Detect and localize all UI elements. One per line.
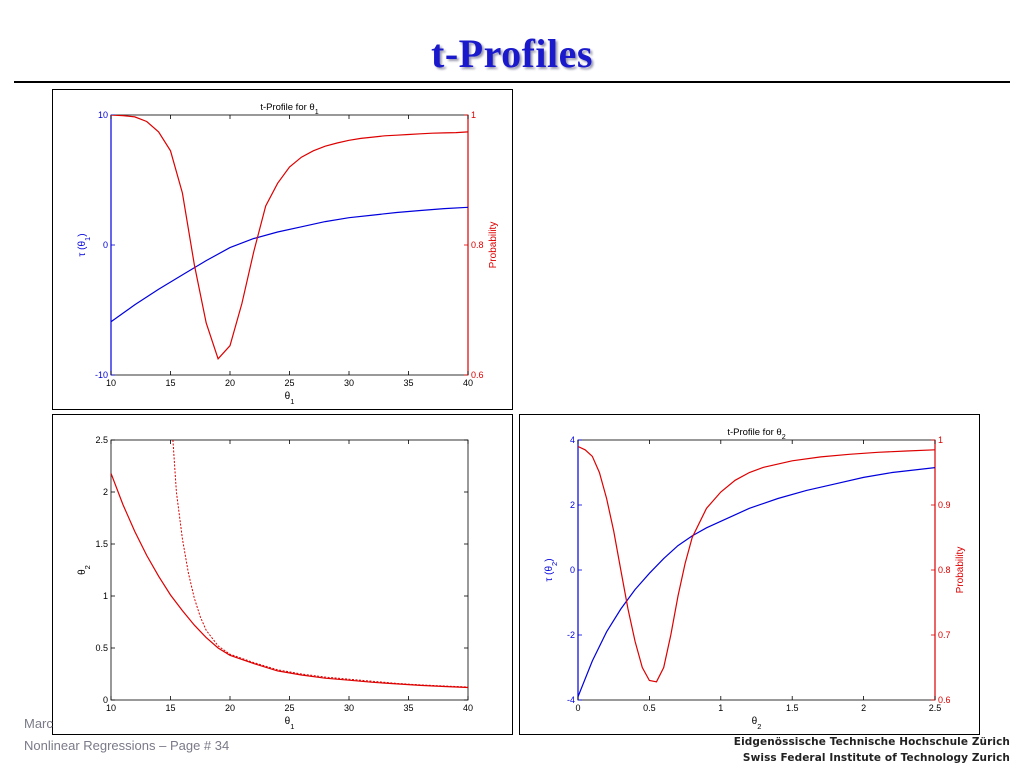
y-tick-label-left: 2.5 — [95, 435, 108, 445]
x-tick-label: 30 — [344, 703, 354, 713]
x-tick-label: 40 — [463, 378, 473, 388]
x-tick-label: 15 — [165, 378, 175, 388]
y-axis-label-right: Probability — [488, 222, 499, 269]
chart-theta1-theta2: 10 15 20 25 30 35 40 0 0.5 1 1.5 2 2.5 θ1 θ2 — [52, 414, 513, 735]
chart-title: t-Profile for θ2 — [727, 427, 785, 441]
y-tick-label-right: 1 — [938, 435, 943, 445]
x-tick-label: 2.5 — [929, 703, 942, 713]
x-tick-label: 1.5 — [786, 703, 799, 713]
x-axis-label: θ1 — [285, 391, 295, 406]
y-tick-label-left: 1.5 — [95, 539, 108, 549]
x-tick-label: 20 — [225, 378, 235, 388]
x-axis-label: θ1 — [285, 716, 295, 731]
x-tick-label: 1 — [718, 703, 723, 713]
x-tick-label: 20 — [225, 703, 235, 713]
plot-frame — [110, 439, 469, 701]
x-tick-label: 30 — [344, 378, 354, 388]
y-tick-label-left: 10 — [98, 110, 108, 120]
chart-title: t-Profile for θ1 — [260, 102, 318, 116]
y-tick-label-right: 0.8 — [938, 565, 951, 575]
y-tick-label-left: 0 — [570, 565, 575, 575]
y-tick-label-left: 0 — [103, 240, 108, 250]
x-tick-label: 0.5 — [643, 703, 656, 713]
tau-curve — [111, 206, 468, 323]
x-tick-label: 10 — [106, 378, 116, 388]
chart-tprofile-theta2-svg: 0 0.5 1 1.5 2 2.5 -4 -2 0 2 4 0.6 0.7 0.8 0.9 1 t-Profil… — [544, 427, 966, 731]
y-tick-label-left: 0 — [103, 695, 108, 705]
title-rule — [14, 81, 1010, 83]
y-tick-label-right: 0.9 — [938, 500, 951, 510]
chart-theta1-theta2-svg: 10 15 20 25 30 35 40 0 0.5 1 1.5 2 2.5 θ1 θ2 — [77, 435, 473, 731]
y-tick-label-left: 1 — [103, 591, 108, 601]
y-axis-label-right: Probability — [955, 547, 966, 594]
x-tick-label: 10 — [106, 703, 116, 713]
x-tick-label: 35 — [403, 378, 413, 388]
x-axis-label: θ2 — [752, 716, 762, 731]
x-tick-label: 15 — [165, 703, 175, 713]
probability-curve — [111, 115, 468, 360]
y-tick-label-left: -4 — [567, 695, 575, 705]
y-tick-label-left: 4 — [570, 435, 575, 445]
y-tick-label-left: 2 — [570, 500, 575, 510]
x-tick-label: 40 — [463, 703, 473, 713]
y-tick-label-right: 1 — [471, 110, 476, 120]
footer-course: Nonlinear Regressions – Page # 34 — [24, 738, 230, 753]
y-tick-label-left: 2 — [103, 487, 108, 497]
profile-trace-dashed — [172, 440, 468, 688]
chart-tprofile-theta2: 0 0.5 1 1.5 2 2.5 -4 -2 0 2 4 0.6 0.7 0.8 0.9 1 t-Profil… — [519, 414, 980, 735]
plot-frame — [110, 114, 469, 376]
x-tick-label: 25 — [284, 378, 294, 388]
y-tick-label-right: 0.6 — [471, 370, 484, 380]
footer-author: Marc — [24, 716, 53, 731]
x-tick-label: 25 — [284, 703, 294, 713]
profile-trace-solid — [111, 473, 468, 689]
probability-curve — [578, 445, 935, 683]
y-axis-label-left: τ (θ2) — [544, 558, 559, 581]
x-tick-label: 2 — [861, 703, 866, 713]
y-tick-label-right: 0.6 — [938, 695, 951, 705]
y-tick-label-right: 0.8 — [471, 240, 484, 250]
y-axis-label-left: θ2 — [77, 565, 92, 575]
institution-line-1: Eidgenössische Technische Hochschule Zür… — [733, 736, 1010, 748]
y-tick-label-left: 0.5 — [95, 643, 108, 653]
x-tick-label: 35 — [403, 703, 413, 713]
tau-curve — [578, 467, 935, 698]
chart-tprofile-theta1-svg: 10 15 20 25 30 35 40 -10 0 10 0.6 0.8 1 t-Profile for… — [77, 102, 499, 406]
y-tick-label-left: -10 — [95, 370, 108, 380]
y-axis-label-left: τ (θ1) — [77, 233, 92, 256]
y-tick-label-right: 0.7 — [938, 630, 951, 640]
x-tick-label: 0 — [575, 703, 580, 713]
y-tick-label-left: -2 — [567, 630, 575, 640]
chart-tprofile-theta1: 10 15 20 25 30 35 40 -10 0 10 0.6 0.8 1 t-Profile for… — [52, 89, 513, 410]
institution-line-2: Swiss Federal Institute of Technology Zu… — [742, 752, 1010, 764]
plot-frame — [577, 439, 936, 701]
slide-title: t-Profiles — [431, 31, 593, 76]
